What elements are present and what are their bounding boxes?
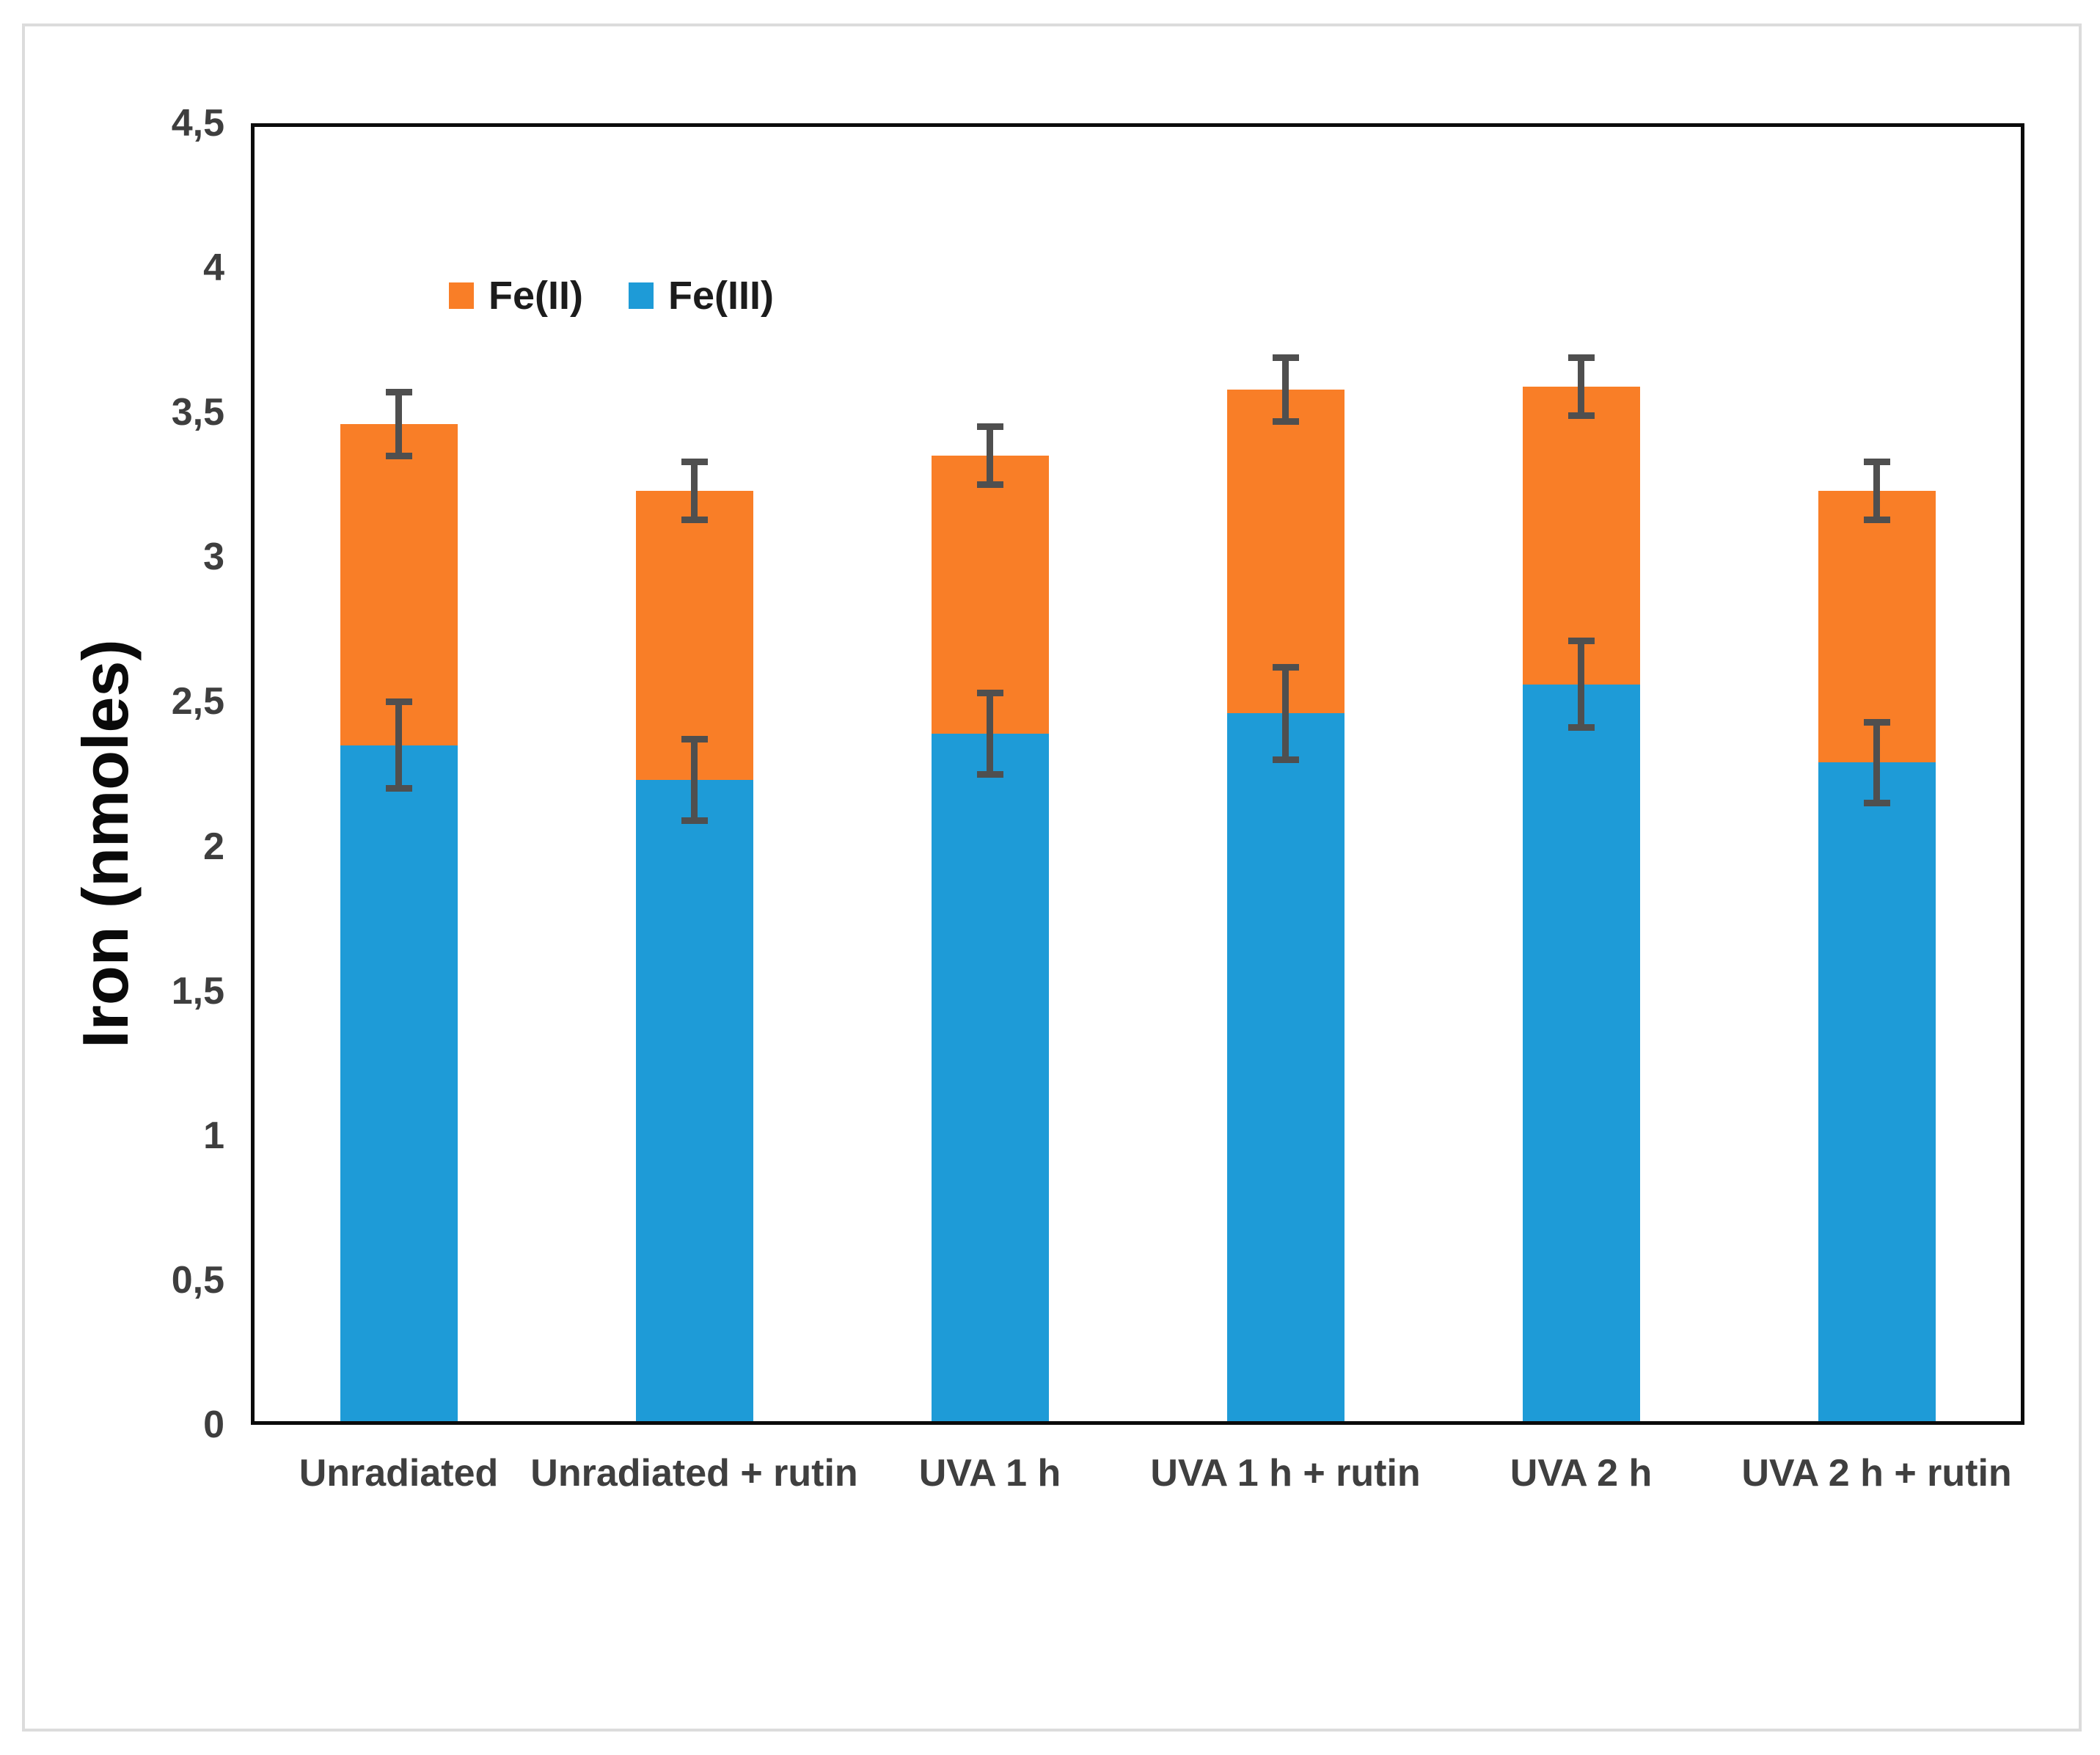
- bar-segment-fe(ii): [931, 456, 1049, 734]
- legend-item: Fe(II): [449, 273, 583, 318]
- y-tick-label: 2,5: [171, 680, 224, 723]
- error-bar-cap: [976, 481, 1003, 489]
- error-bar-cap: [1863, 458, 1890, 465]
- error-bar-cap: [1863, 516, 1890, 523]
- x-axis-label: UVA 2 h + rutin: [1741, 1452, 2012, 1495]
- error-bar-stem: [987, 426, 993, 485]
- error-bar-stem: [987, 693, 993, 774]
- bar-segment-fe(iii): [635, 779, 753, 1423]
- x-axis-label: Unradiated + rutin: [530, 1452, 858, 1495]
- error-bar-cap: [1567, 638, 1595, 645]
- error-bar-stem: [1578, 357, 1584, 416]
- error-bar-cap: [681, 516, 708, 523]
- error-bar-cap: [681, 736, 708, 743]
- legend-label: Fe(III): [668, 274, 774, 318]
- bar-segment-fe(iii): [1226, 713, 1344, 1423]
- bar-segment-fe(iii): [931, 733, 1049, 1423]
- error-bar-cap: [681, 817, 708, 824]
- legend-label: Fe(II): [489, 274, 583, 318]
- y-tick-label: 0: [203, 1404, 224, 1446]
- bar-segment-fe(iii): [340, 745, 458, 1423]
- y-tick-label: 0,5: [171, 1258, 224, 1302]
- error-bar-cap: [1272, 756, 1299, 763]
- error-bar-cap: [976, 690, 1003, 697]
- bar-segment-fe(iii): [1818, 762, 1936, 1423]
- error-bar-cap: [1567, 412, 1595, 419]
- error-bar-cap: [1272, 354, 1299, 361]
- y-tick-label: 4: [203, 247, 224, 290]
- error-bar-stem: [1873, 722, 1880, 803]
- error-bar-cap: [976, 770, 1003, 778]
- error-bar-cap: [385, 452, 412, 459]
- y-tick-label: 1,5: [171, 969, 224, 1012]
- bar-segment-fe(ii): [340, 423, 458, 745]
- legend: Fe(II) Fe(III): [449, 273, 774, 318]
- x-axis-label: Unradiated: [299, 1452, 499, 1495]
- error-bar-cap: [681, 458, 708, 465]
- error-bar-stem: [395, 701, 402, 789]
- error-bar-cap: [976, 423, 1003, 431]
- bar-segment-fe(iii): [1522, 684, 1640, 1423]
- bar-segment-fe(ii): [635, 490, 753, 780]
- error-bar-cap: [385, 698, 412, 705]
- y-tick-label: 1: [203, 1114, 224, 1157]
- error-bar-cap: [385, 785, 412, 792]
- error-bar-cap: [1863, 718, 1890, 726]
- error-bar-cap: [385, 389, 412, 396]
- error-bar-cap: [1272, 417, 1299, 425]
- bar-segment-fe(ii): [1522, 386, 1640, 685]
- y-tick-label: 2: [203, 825, 224, 868]
- error-bar-stem: [691, 739, 698, 821]
- legend-swatch: [629, 282, 654, 309]
- error-bar-stem: [1578, 641, 1584, 728]
- error-bar-cap: [1863, 799, 1890, 806]
- error-bar-cap: [1567, 354, 1595, 361]
- error-bar-stem: [1282, 357, 1289, 422]
- bar-segment-fe(ii): [1818, 490, 1936, 763]
- x-axis-label: UVA 1 h + rutin: [1150, 1452, 1421, 1495]
- legend-swatch: [449, 282, 474, 309]
- error-bar-stem: [1873, 461, 1880, 520]
- error-bar-stem: [395, 392, 402, 456]
- error-bar-cap: [1272, 663, 1299, 671]
- y-tick-label: 4,5: [171, 102, 224, 145]
- y-tick-label: 3: [203, 536, 224, 579]
- x-axis-label: UVA 2 h: [1510, 1452, 1653, 1495]
- y-tick-label: 3,5: [171, 391, 224, 434]
- error-bar-cap: [1567, 724, 1595, 731]
- bar-segment-fe(ii): [1226, 389, 1344, 714]
- legend-item: Fe(III): [629, 273, 774, 318]
- error-bar-stem: [1282, 667, 1289, 760]
- x-axis-label: UVA 1 h: [918, 1452, 1061, 1495]
- error-bar-stem: [691, 461, 698, 520]
